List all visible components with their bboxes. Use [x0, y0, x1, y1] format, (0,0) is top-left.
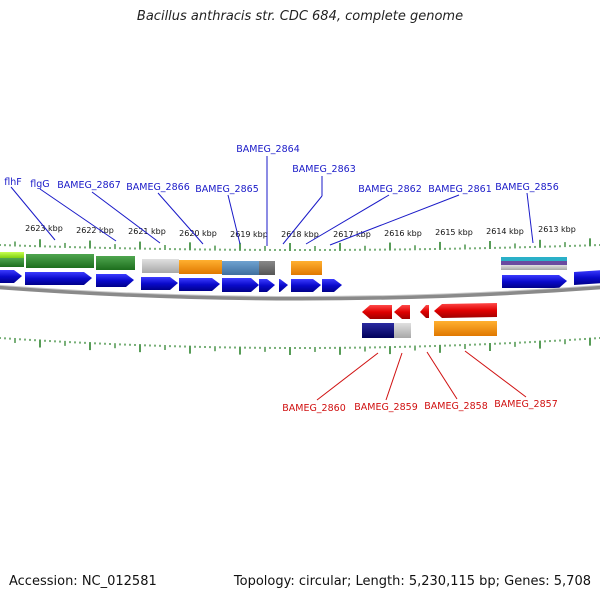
scale-label: 2618 kbp — [281, 230, 319, 239]
gene-label-flhF[interactable]: flhF — [4, 177, 21, 188]
feature-bar — [501, 261, 567, 265]
scale-label: 2623 kbp — [25, 224, 63, 233]
forward-gene-arrow — [179, 278, 220, 291]
accession-label: Accession: NC_012581 — [9, 574, 157, 589]
feature-bar — [142, 259, 179, 273]
scale-label: 2620 kbp — [179, 229, 217, 238]
genome-backbone — [0, 285, 600, 301]
feature-bar — [394, 323, 411, 338]
scale-label: 2614 kbp — [486, 227, 524, 236]
forward-gene-arrow — [96, 274, 134, 287]
scale-labels: 2623 kbp 2622 kbp 2621 kbp 2620 kbp 2619… — [25, 224, 576, 239]
forward-gene-arrows — [0, 270, 600, 292]
reverse-gene-arrow — [420, 305, 429, 318]
forward-gene-arrow — [141, 277, 178, 290]
gene-label-bameg-2864[interactable]: BAMEG_2864 — [236, 144, 300, 155]
gene-label-bameg-2857[interactable]: BAMEG_2857 — [494, 399, 558, 410]
feature-bar — [179, 260, 222, 274]
scale-label: 2619 kbp — [230, 230, 268, 239]
reverse-callout-lines — [316, 350, 527, 401]
forward-callout-lines — [10, 156, 534, 246]
scale-label: 2622 kbp — [76, 226, 114, 235]
forward-gene-arrow — [322, 279, 342, 292]
gene-label-bameg-2867[interactable]: BAMEG_2867 — [57, 180, 121, 191]
forward-gene-arrow — [279, 279, 288, 292]
feature-bars-upper — [0, 252, 567, 275]
scale-label: 2621 kbp — [128, 227, 166, 236]
forward-gene-arrow — [259, 279, 275, 292]
reverse-gene-arrow — [394, 305, 410, 319]
scale-label: 2616 kbp — [384, 229, 422, 238]
scale-label: 2615 kbp — [435, 228, 473, 237]
forward-gene-arrow — [291, 279, 321, 292]
gene-label-bameg-2858[interactable]: BAMEG_2858 — [424, 401, 488, 412]
map-title: Bacillus anthracis str. CDC 684, complet… — [136, 9, 464, 24]
reverse-gene-arrows — [362, 303, 497, 319]
feature-bar — [26, 254, 94, 268]
gene-label-bameg-2861[interactable]: BAMEG_2861 — [428, 184, 492, 195]
feature-bar — [0, 252, 24, 258]
upper-tick-track — [0, 238, 600, 251]
feature-bar — [291, 261, 322, 275]
feature-bar — [222, 261, 259, 275]
forward-gene-arrow — [0, 270, 22, 283]
feature-bar — [362, 323, 394, 338]
feature-bar — [501, 257, 567, 261]
lower-tick-track — [0, 337, 600, 355]
forward-gene-arrow — [574, 270, 600, 285]
feature-bar — [96, 256, 135, 270]
forward-gene-arrow — [222, 278, 259, 292]
scale-label: 2617 kbp — [333, 230, 371, 239]
gene-label-bameg-2865[interactable]: BAMEG_2865 — [195, 184, 259, 195]
reverse-gene-arrow — [362, 305, 392, 319]
genome-stats-label: Topology: circular; Length: 5,230,115 bp… — [233, 574, 591, 589]
gene-label-bameg-2856[interactable]: BAMEG_2856 — [495, 182, 559, 193]
feature-bar — [501, 265, 567, 270]
feature-bar — [259, 261, 275, 275]
gene-label-bameg-2862[interactable]: BAMEG_2862 — [358, 184, 422, 195]
genome-backbone-highlight — [0, 284, 600, 297]
gene-label-bameg-2859[interactable]: BAMEG_2859 — [354, 402, 418, 413]
gene-label-bameg-2866[interactable]: BAMEG_2866 — [126, 182, 190, 193]
feature-bar — [0, 258, 24, 267]
forward-gene-arrow — [502, 275, 567, 288]
scale-label: 2613 kbp — [538, 225, 576, 234]
forward-gene-labels: flhF flgG BAMEG_2867 BAMEG_2866 BAMEG_28… — [4, 144, 559, 195]
reverse-gene-arrow — [434, 303, 497, 318]
feature-bar — [434, 321, 497, 336]
gene-label-flgG[interactable]: flgG — [30, 179, 49, 190]
gene-label-bameg-2860[interactable]: BAMEG_2860 — [282, 403, 346, 414]
feature-bars-lower — [362, 321, 497, 338]
forward-gene-arrow — [25, 272, 92, 285]
reverse-gene-labels: BAMEG_2860 BAMEG_2859 BAMEG_2858 BAMEG_2… — [282, 399, 558, 414]
gene-label-bameg-2863[interactable]: BAMEG_2863 — [292, 164, 356, 175]
